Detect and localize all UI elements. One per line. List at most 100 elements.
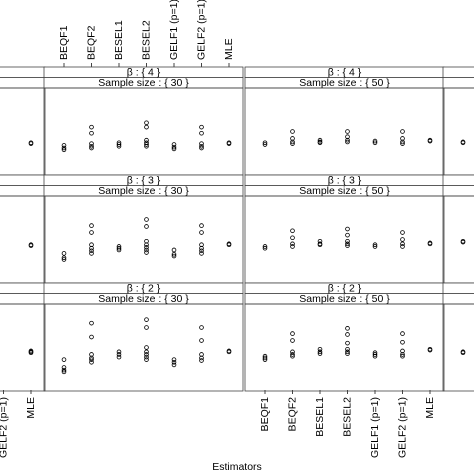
point [372,352,378,357]
point [171,247,177,253]
x-tick-label: MLE [424,397,436,419]
point [372,242,378,248]
point [144,137,149,143]
point [290,353,295,359]
point [199,130,204,136]
point [89,245,94,251]
x-tick-label: BEQF1 [259,397,271,432]
point [400,237,405,242]
point [144,247,149,253]
point [61,143,67,148]
point [89,141,94,146]
point [89,355,94,361]
point [345,340,350,346]
point [317,346,323,352]
point [290,241,295,247]
point [144,120,149,126]
point [199,145,204,151]
point [61,357,67,362]
point [144,357,149,362]
point [116,247,122,253]
point [89,143,94,149]
point [290,129,295,134]
point [400,241,405,247]
point [317,137,323,143]
point [61,257,67,262]
point [400,129,405,134]
panel [0,303,46,392]
strip [442,293,474,305]
x-tick-label: BEQF2 [85,25,97,60]
point [427,241,433,247]
point [199,338,204,343]
point [116,354,122,360]
panel [43,195,244,284]
panel [43,87,244,176]
strip-label: β : { 2 } [127,283,161,295]
strip-label: β : { 4 } [328,67,362,79]
strip [0,185,46,197]
point [144,250,149,255]
strip [0,174,46,186]
point [345,226,350,232]
point [144,224,149,229]
point [61,369,67,375]
x-tick-label: BESEL1 [113,20,125,60]
point [89,230,94,235]
point [400,139,405,145]
point [199,143,204,149]
point [61,255,67,261]
strip-label: Sample size : { 30 } [98,293,189,305]
strip-label: Sample size : { 30 } [98,77,189,89]
point [116,245,122,251]
point [89,357,94,362]
point [372,138,378,144]
point [171,357,177,362]
point [290,331,295,336]
point [400,244,405,249]
point [427,138,433,144]
point [427,347,433,353]
point [89,145,94,151]
point [372,353,378,359]
panel [442,303,474,392]
point [317,351,323,356]
point [345,241,350,247]
point [171,359,177,365]
strip [0,77,46,89]
point [199,325,204,330]
point [199,355,204,361]
panel [442,87,474,176]
point [400,353,405,359]
x-tick-label: GELF1 (p=1) [168,0,180,60]
strip [0,282,46,294]
point [262,355,268,361]
point [144,349,149,355]
panel [244,87,445,176]
point [144,352,149,357]
point [345,243,350,248]
point [345,351,350,356]
point [28,243,34,248]
point [317,140,323,146]
x-tick-label: GELF2 (p=1) [396,397,408,458]
point [116,143,122,149]
point [28,141,34,146]
point [199,248,204,254]
point [199,230,204,235]
point [89,320,94,326]
point [28,350,34,356]
point [345,232,350,238]
strip [0,66,46,78]
strip [442,66,474,78]
x-tick-label: GELF1 (p=1) [369,397,381,458]
panel [244,195,445,284]
point [290,139,295,145]
point [61,145,67,151]
point [345,137,350,143]
point [171,253,177,259]
point [345,326,350,331]
strip-label: Sample size : { 50 } [299,77,390,89]
x-tick-label: BEQF1 [58,25,70,60]
